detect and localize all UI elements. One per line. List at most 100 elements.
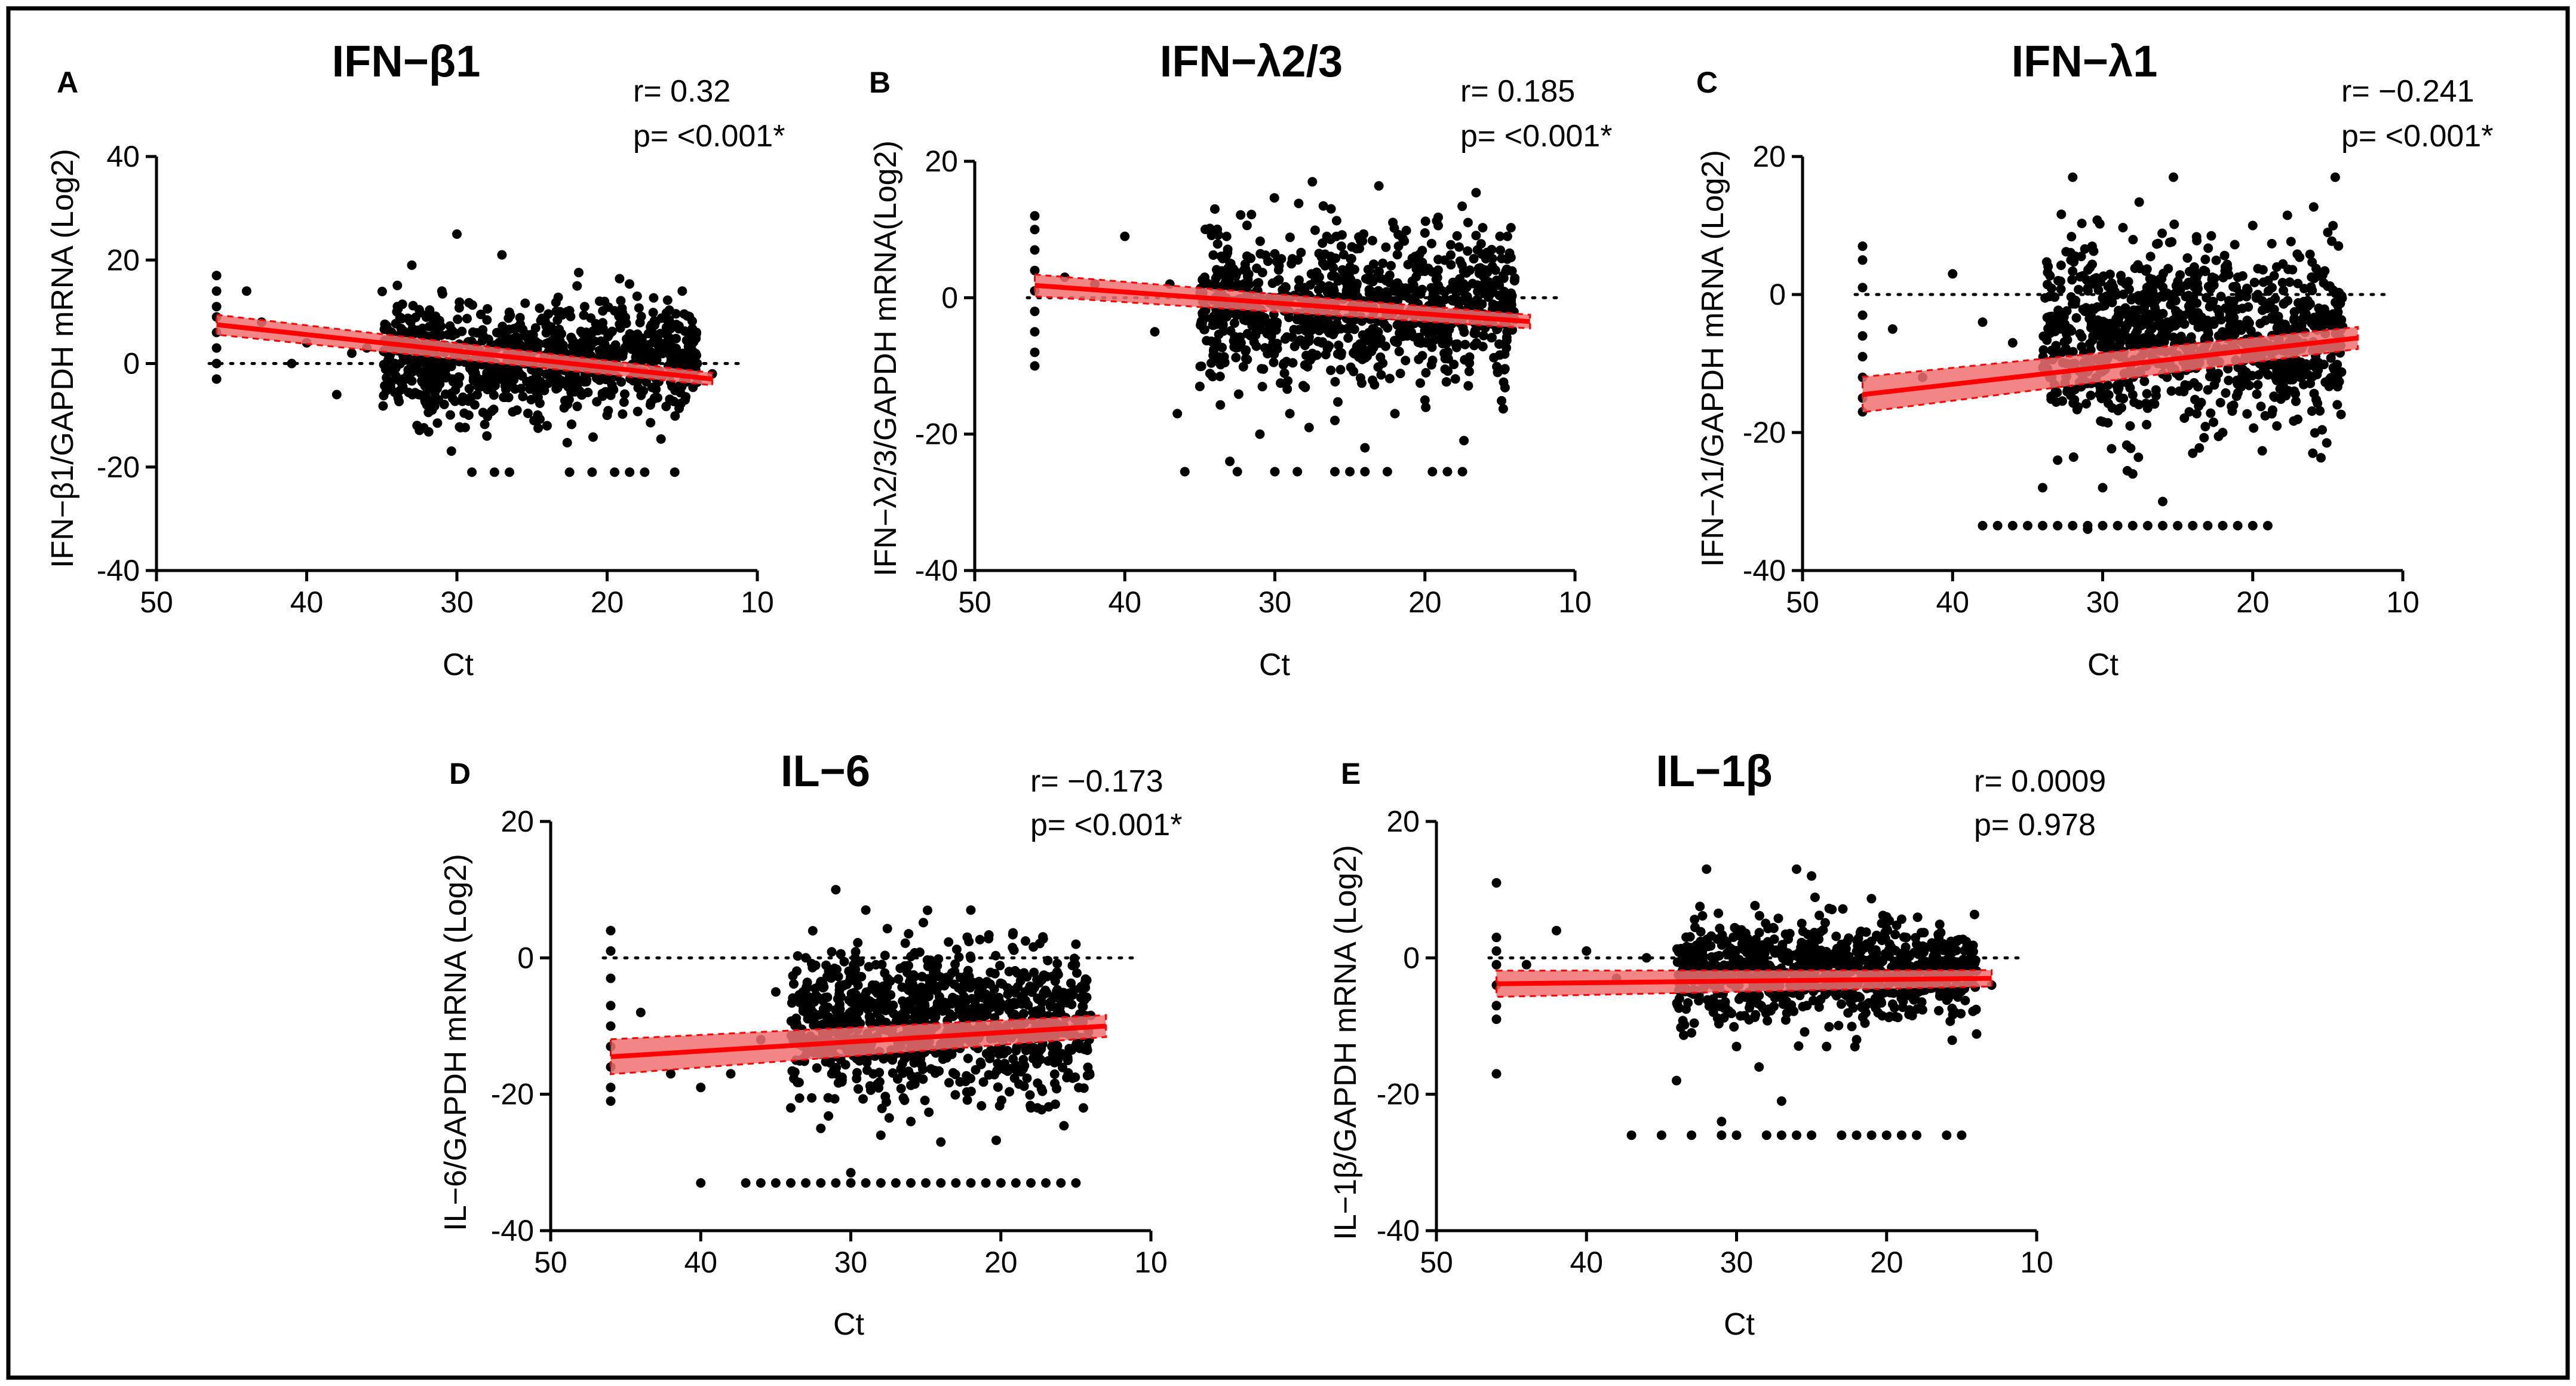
scatter-point bbox=[633, 406, 643, 416]
scatter-point bbox=[2062, 329, 2072, 339]
scatter-point bbox=[910, 947, 920, 958]
scatter-point bbox=[605, 329, 615, 339]
scatter-point bbox=[211, 358, 222, 369]
scatter-point bbox=[964, 937, 974, 946]
scatter-point bbox=[789, 979, 799, 989]
scatter-point bbox=[2279, 286, 2289, 296]
scatter-point bbox=[1050, 976, 1060, 986]
scatter-point bbox=[966, 1178, 976, 1188]
scatter-point bbox=[2157, 228, 2167, 238]
y-tick-label: 20 bbox=[925, 145, 958, 178]
scatter-point bbox=[1269, 348, 1279, 358]
scatter-point bbox=[662, 295, 673, 305]
scatter-point bbox=[794, 1093, 805, 1103]
scatter-point bbox=[1077, 985, 1088, 995]
scatter-point bbox=[1489, 352, 1499, 363]
scatter-point bbox=[2088, 335, 2098, 345]
scatter-point bbox=[1800, 1027, 1810, 1037]
scatter-point bbox=[823, 1093, 833, 1103]
scatter-point bbox=[2277, 278, 2288, 288]
scatter-point bbox=[2238, 364, 2248, 375]
scatter-point bbox=[2295, 252, 2305, 262]
scatter-point bbox=[649, 394, 659, 404]
scatter-point bbox=[1441, 377, 1451, 387]
scatter-point bbox=[876, 1178, 886, 1188]
scatter-point bbox=[2218, 520, 2228, 531]
scatter-point bbox=[1202, 336, 1212, 346]
scatter-point bbox=[1960, 995, 1970, 1005]
panel-c: C IFN−λ1 r= −0.241 p= <0.001* IFN−λ1/GAP… bbox=[1696, 36, 2493, 682]
scatter-point bbox=[1390, 409, 1400, 419]
scatter-point bbox=[392, 280, 403, 290]
scatter-point bbox=[2275, 384, 2285, 394]
scatter-point bbox=[2316, 453, 2326, 463]
y-tick-label: 0 bbox=[941, 281, 958, 314]
scatter-point bbox=[880, 1091, 891, 1102]
scatter-point bbox=[595, 375, 604, 385]
scatter-point bbox=[1890, 1011, 1900, 1022]
scatter-point bbox=[2261, 361, 2271, 371]
scatter-point bbox=[458, 396, 467, 406]
scatter-point bbox=[888, 1000, 898, 1010]
panel-letter: E bbox=[1341, 757, 1361, 790]
scatter-point bbox=[867, 984, 877, 994]
scatter-point bbox=[1498, 404, 1508, 414]
scatter-point bbox=[2293, 278, 2303, 289]
scatter-point bbox=[1384, 373, 1395, 384]
scatter-point bbox=[967, 1013, 977, 1022]
scatter-point bbox=[525, 384, 535, 394]
scatter-point bbox=[2114, 383, 2124, 393]
scatter-point bbox=[1330, 467, 1340, 477]
scatter-point bbox=[986, 1045, 996, 1055]
scatter-point bbox=[2007, 520, 2018, 531]
scatter-point bbox=[2225, 323, 2236, 333]
scatter-point bbox=[2211, 255, 2221, 265]
scatter-point bbox=[895, 963, 905, 973]
scatter-point bbox=[960, 1077, 971, 1087]
scatter-point bbox=[1373, 327, 1383, 337]
scatter-point bbox=[1198, 310, 1208, 320]
scatter-point bbox=[2048, 322, 2058, 332]
scatter-point bbox=[535, 398, 545, 408]
scatter-point bbox=[567, 419, 576, 430]
scatter-point bbox=[2323, 228, 2333, 237]
scatter-point bbox=[2152, 312, 2162, 323]
scatter-point bbox=[1345, 262, 1355, 272]
scatter-point bbox=[2267, 238, 2277, 249]
scatter-point bbox=[1342, 324, 1352, 334]
scatter-point bbox=[2153, 238, 2163, 249]
scatter-point bbox=[1426, 283, 1436, 293]
scatter-point bbox=[1470, 326, 1480, 336]
scatter-point bbox=[950, 1090, 960, 1100]
scatter-point bbox=[456, 422, 465, 433]
scatter-point bbox=[2173, 520, 2183, 531]
scatter-point bbox=[837, 1075, 847, 1085]
scatter-point bbox=[996, 1178, 1006, 1188]
scatter-point bbox=[535, 303, 545, 313]
scatter-point bbox=[2307, 406, 2317, 416]
scatter-point bbox=[1471, 231, 1481, 241]
scatter-point bbox=[1198, 275, 1208, 285]
scatter-point bbox=[1014, 1079, 1024, 1089]
scatter-point bbox=[478, 325, 488, 335]
y-tick-label: 20 bbox=[106, 243, 140, 277]
scatter-point bbox=[2278, 259, 2288, 269]
scatter-point bbox=[2147, 398, 2157, 409]
scatter-point bbox=[898, 1093, 908, 1103]
scatter-point bbox=[1892, 920, 1902, 930]
scatter-point bbox=[1328, 329, 1338, 339]
scatter-point bbox=[1864, 955, 1874, 965]
scatter-point bbox=[646, 322, 656, 332]
scatter-point bbox=[906, 1117, 916, 1127]
scatter-point bbox=[2255, 318, 2265, 329]
scatter-point bbox=[2191, 272, 2202, 283]
scatter-point bbox=[478, 407, 488, 418]
scatter-point bbox=[468, 300, 477, 310]
x-tick-label: 30 bbox=[1258, 585, 1292, 619]
scatter-point bbox=[993, 1059, 1003, 1069]
scatter-point bbox=[1440, 295, 1450, 305]
scatter-point bbox=[602, 410, 612, 421]
scatter-point bbox=[865, 1085, 876, 1095]
scatter-point bbox=[590, 336, 600, 346]
scatter-point bbox=[2089, 305, 2099, 315]
